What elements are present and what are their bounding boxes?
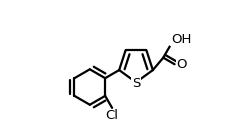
Text: O: O	[176, 58, 187, 71]
Text: OH: OH	[171, 33, 192, 46]
Text: S: S	[132, 77, 140, 90]
Text: Cl: Cl	[106, 109, 119, 122]
